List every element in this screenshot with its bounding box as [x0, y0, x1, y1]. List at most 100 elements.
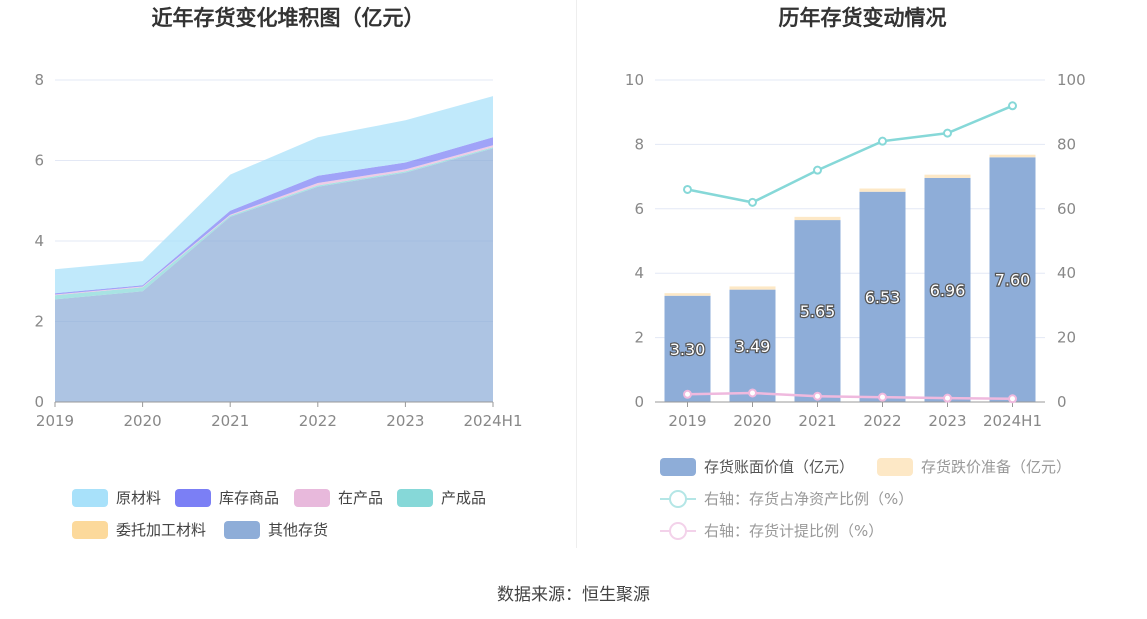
line-右轴：存货占净资产比例（%） — [687, 104, 1013, 204]
bar-data-label: 3.49 — [735, 337, 771, 356]
legend-swatch — [397, 488, 433, 507]
legend-item-products[interactable]: 产成品 — [397, 487, 486, 508]
y-tick-label: 2 — [634, 329, 644, 347]
line-point — [878, 392, 887, 402]
area-其他存货 — [55, 148, 493, 402]
line-point — [683, 184, 692, 194]
y2-tick-label: 60 — [1057, 200, 1076, 218]
line-point — [813, 165, 822, 175]
line-point — [683, 389, 692, 399]
legend-label: 右轴：存货计提比例（%） — [704, 522, 884, 540]
bar-book-value — [664, 295, 711, 402]
y-tick-label: 6 — [634, 200, 644, 218]
y-tick-label: 8 — [634, 135, 644, 153]
y2-tick-label: 40 — [1057, 264, 1076, 282]
left-chart-title: 近年存货变化堆积图（亿元） — [151, 6, 425, 30]
bar-impairment — [924, 174, 971, 178]
legend-swatch — [294, 488, 330, 507]
line-point — [878, 136, 887, 146]
x-tick-label: 2021 — [211, 412, 249, 430]
x-tick-label: 2023 — [386, 412, 424, 430]
legend-item-net-asset-ratio[interactable]: 右轴：存货占净资产比例（%） — [660, 488, 913, 509]
x-tick-label: 2019 — [668, 412, 706, 430]
legend-swatch — [72, 488, 108, 507]
legend-swatch — [877, 457, 913, 476]
y-tick-label: 2 — [34, 313, 44, 331]
y-tick-label: 0 — [634, 393, 644, 411]
bar-impairment — [794, 216, 841, 221]
line-point — [748, 197, 757, 207]
legend-item-raw-materials[interactable]: 原材料 — [72, 487, 161, 508]
x-tick-label: 2024H1 — [464, 412, 523, 430]
bar-data-label: 3.30 — [670, 340, 706, 359]
bar-data-label: 6.53 — [865, 288, 901, 307]
x-tick-label: 2024H1 — [983, 412, 1042, 430]
legend-item-finished-goods-stock[interactable]: 库存商品 — [175, 487, 279, 508]
right-chart-title: 历年存货变动情况 — [778, 6, 947, 30]
bar-book-value — [924, 177, 971, 402]
legend-label: 存货账面价值（亿元） — [704, 458, 855, 476]
line-point — [1008, 394, 1017, 404]
legend-item-work-in-progress[interactable]: 在产品 — [294, 487, 383, 508]
legend-label: 存货跌价准备（亿元） — [921, 458, 1072, 476]
legend-swatch — [175, 488, 211, 507]
bar-impairment — [664, 293, 711, 296]
y2-tick-label: 20 — [1057, 329, 1076, 347]
panel-divider — [576, 0, 577, 548]
line-point — [943, 128, 952, 138]
legend-item-provision-ratio[interactable]: 右轴：存货计提比例（%） — [660, 520, 883, 541]
x-tick-label: 2023 — [928, 412, 966, 430]
bar-impairment — [729, 286, 776, 290]
line-point — [813, 391, 822, 401]
legend-swatch — [660, 457, 696, 476]
legend-label: 其他存货 — [268, 521, 329, 539]
x-tick-label: 2021 — [798, 412, 836, 430]
line-右轴：存货计提比例（%） — [687, 391, 1013, 401]
legend-label: 库存商品 — [219, 489, 280, 507]
legend-label: 产成品 — [441, 489, 487, 507]
line-point — [943, 393, 952, 403]
y2-tick-label: 80 — [1057, 135, 1076, 153]
bar-book-value — [794, 220, 841, 402]
y-tick-label: 6 — [34, 152, 44, 170]
x-tick-label: 2020 — [733, 412, 771, 430]
legend-label: 在产品 — [338, 489, 384, 507]
y-tick-label: 4 — [34, 232, 44, 250]
legend-swatch — [72, 520, 108, 539]
stacked-area-chart: 0 2 4 6 8 2019 2020 2021 2022 2023 2024H1 — [34, 71, 523, 430]
area-库存商品 — [55, 137, 493, 295]
legend-label: 右轴：存货占净资产比例（%） — [704, 490, 914, 508]
legend-item-impairment[interactable]: 存货跌价准备（亿元） — [877, 456, 1071, 477]
bar-book-value — [729, 289, 776, 402]
y-tick-label: 10 — [625, 71, 644, 89]
area-原材料 — [55, 96, 493, 294]
line-point — [1008, 101, 1017, 111]
y-tick-label: 8 — [34, 71, 44, 89]
bar-data-label: 5.65 — [800, 302, 836, 321]
x-tick-label: 2022 — [299, 412, 337, 430]
legend-item-other-inventory[interactable]: 其他存货 — [224, 519, 328, 540]
legend-label: 原材料 — [116, 489, 162, 507]
bar-book-value — [859, 191, 906, 402]
line-point — [748, 388, 757, 398]
data-source: 数据来源：恒生聚源 — [497, 585, 650, 605]
legend-item-book-value[interactable]: 存货账面价值（亿元） — [660, 456, 854, 477]
x-tick-label: 2019 — [36, 412, 74, 430]
bar-data-label: 6.96 — [930, 281, 966, 300]
y-tick-label: 4 — [634, 264, 644, 282]
y2-tick-label: 0 — [1057, 393, 1067, 411]
x-tick-label: 2020 — [124, 412, 162, 430]
bar-impairment — [859, 188, 906, 192]
legend-item-consigned-processing[interactable]: 委托加工材料 — [72, 519, 206, 540]
bar-impairment — [989, 154, 1036, 158]
legend-line-swatch — [660, 521, 696, 540]
y-tick-label: 0 — [34, 393, 44, 411]
legend-label: 委托加工材料 — [116, 521, 207, 539]
legend-swatch — [224, 520, 260, 539]
bar-book-value — [989, 157, 1036, 402]
legend-line-swatch — [660, 489, 696, 508]
y2-tick-label: 100 — [1057, 71, 1086, 89]
bar-data-label: 7.60 — [995, 271, 1031, 290]
x-tick-label: 2022 — [863, 412, 901, 430]
